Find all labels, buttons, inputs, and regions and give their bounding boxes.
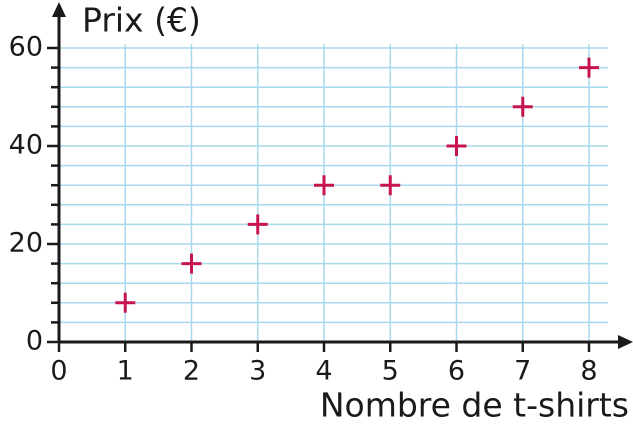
point	[115, 292, 136, 313]
point	[446, 136, 467, 156]
x-axis-arrow	[618, 335, 633, 349]
y-tick-label: 40	[9, 130, 43, 161]
y-tick-label: 60	[9, 32, 43, 63]
y-tick-label: 0	[26, 326, 43, 357]
x-tick-label: 5	[382, 356, 399, 387]
point	[579, 57, 599, 78]
point	[380, 175, 401, 196]
x-axis-title: Nombre de t-shirts	[320, 386, 629, 425]
y-tick-label: 20	[9, 228, 43, 259]
x-tick-label: 6	[448, 356, 465, 387]
y-axis-title: Prix (€)	[82, 1, 201, 40]
point	[314, 175, 334, 196]
y-axis-arrow	[52, 2, 66, 17]
x-tick-label: 8	[580, 356, 597, 387]
x-tick-label: 1	[117, 356, 134, 387]
x-tick-label: 0	[50, 356, 67, 387]
x-tick-label: 2	[183, 356, 200, 387]
point	[247, 214, 268, 235]
x-tick-label: 3	[249, 356, 266, 387]
x-tick-label: 7	[514, 356, 531, 387]
x-tick-label: 4	[315, 356, 332, 387]
point	[181, 253, 202, 274]
point	[512, 96, 533, 117]
